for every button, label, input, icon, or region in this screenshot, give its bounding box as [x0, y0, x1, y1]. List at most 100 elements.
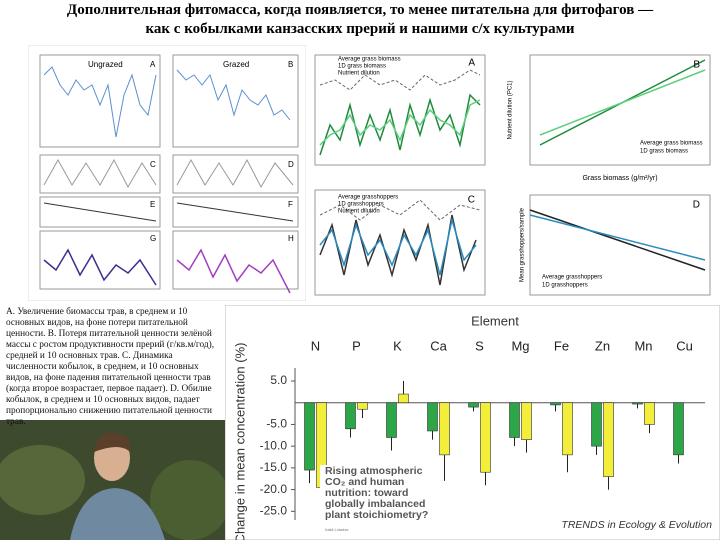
- panel-letter: A: [150, 60, 156, 69]
- x-tick-label: P: [352, 338, 361, 353]
- bar: [304, 402, 315, 471]
- bar: [345, 402, 356, 430]
- panel-letter: F: [288, 200, 293, 209]
- right-figure: A Average grass biomass 1D grass biomass…: [314, 54, 711, 296]
- y-axis-title: Change in mean concentration (%): [232, 343, 247, 540]
- logo-author: Irakli Loladze: [325, 527, 349, 532]
- x-tick-label: Mg: [511, 338, 529, 353]
- y-tick-label: 5.0: [270, 373, 287, 387]
- source: TRENDS in Ecology & Evolution: [561, 519, 712, 531]
- bar: [386, 402, 397, 438]
- panel-title: Grazed: [223, 60, 249, 69]
- x-tick-label: S: [475, 338, 484, 353]
- x-tick-label: Cu: [676, 338, 693, 353]
- bar: [550, 402, 561, 406]
- panel-letter: D: [693, 200, 700, 211]
- bar: [439, 402, 450, 456]
- y-tick-label: -15.0: [260, 460, 288, 474]
- trend-line: [529, 214, 706, 261]
- foliage: [150, 460, 225, 540]
- bar: [603, 402, 614, 477]
- left-figure: Ungrazed Grazed A B C D E F G H: [28, 45, 306, 301]
- series-line: [319, 69, 481, 91]
- bar: [398, 393, 409, 404]
- logo-box: [320, 465, 425, 531]
- bar: [644, 402, 655, 425]
- x-tick-label: N: [311, 338, 320, 353]
- series-line: [319, 217, 477, 276]
- panel-letter: G: [150, 234, 156, 243]
- series-line: [176, 69, 291, 121]
- legend-label: 1D grasshoppers: [542, 283, 588, 289]
- photo: [0, 420, 225, 540]
- legend-label: Average grasshoppers: [542, 275, 602, 281]
- y-tick-label: -25.0: [260, 503, 288, 517]
- series-line: [43, 66, 157, 138]
- bar: [357, 402, 368, 410]
- legend-label: 1D grass biomass: [640, 149, 688, 155]
- legend-label: 1D grass biomass: [338, 64, 386, 70]
- bar: [673, 402, 684, 456]
- legend-label: Nutrient dilution: [338, 209, 380, 215]
- series-line: [319, 199, 481, 221]
- series-line: [43, 248, 157, 286]
- bar: [480, 402, 491, 473]
- panel-frame: [28, 45, 306, 301]
- trend-line: [539, 69, 706, 136]
- caption: А. Увеличение биомассы трав, в среднем и…: [6, 307, 215, 427]
- y-axis-label: Mean grasshoppers/sample: [520, 207, 526, 282]
- legend-label: Average grass biomass: [640, 141, 703, 147]
- trend-line: [529, 209, 706, 271]
- panel-title: Ungrazed: [88, 60, 123, 69]
- bar-chart: Element Change in mean concentration (%)…: [225, 305, 720, 540]
- panel-letter: C: [150, 160, 156, 169]
- y-tick-label: -20.0: [260, 482, 288, 496]
- bar: [632, 402, 643, 405]
- person-hair: [94, 432, 131, 452]
- legend-label: Average grass biomass: [338, 57, 401, 63]
- foliage: [0, 445, 85, 515]
- x-tick-label: Ca: [430, 338, 447, 353]
- panel-boxes: [314, 54, 711, 296]
- title-line: как с кобылками канзасских прерий и наши…: [145, 21, 575, 37]
- legend-label: Average grasshoppers: [338, 195, 398, 201]
- y-tick-label: -10.0: [260, 438, 288, 452]
- person-shirt: [70, 488, 165, 540]
- panel-boxes: [39, 54, 299, 290]
- x-tick-label: K: [393, 338, 402, 353]
- y-axis-label: Nutrient dilution (PC1): [508, 80, 514, 139]
- panel-letter: E: [150, 200, 155, 209]
- bar: [591, 402, 602, 447]
- panel-letter: A: [468, 58, 475, 69]
- x-axis-title: Element: [471, 313, 519, 328]
- panel-letter: C: [468, 195, 475, 206]
- panel-letter: D: [288, 160, 294, 169]
- bar: [521, 402, 532, 440]
- logo-line: globally imbalanced: [325, 498, 425, 510]
- bar: [468, 402, 479, 408]
- bar: [562, 402, 573, 456]
- series-line: [319, 99, 481, 146]
- trend-line: [176, 202, 294, 222]
- logo-line: plant stoichiometry?: [325, 509, 428, 521]
- series-line: [176, 158, 294, 189]
- logo-line: nutrition: toward: [325, 487, 408, 499]
- y-tick-label: -5.0: [266, 417, 287, 431]
- title-line: Дополнительная фитомасса, когда появляет…: [66, 2, 654, 18]
- panel-letter: B: [288, 60, 293, 69]
- legend-label: 1D grasshoppers: [338, 202, 384, 208]
- logo-line: Rising atmospheric: [325, 465, 423, 477]
- bar: [427, 402, 438, 432]
- x-tick-label: Zn: [595, 338, 610, 353]
- x-tick-label: Mn: [634, 338, 652, 353]
- legend-label: Nutrient dilution: [338, 71, 380, 77]
- trend-line: [43, 202, 157, 222]
- bar: [509, 402, 520, 438]
- x-axis-label: Grass biomass (g/m²/yr): [582, 175, 657, 182]
- series-line: [176, 248, 291, 294]
- series-line: [43, 158, 157, 189]
- panel-letter: H: [288, 234, 294, 243]
- logo-line: CO₂ and human: [325, 476, 404, 488]
- x-tick-label: Fe: [554, 338, 569, 353]
